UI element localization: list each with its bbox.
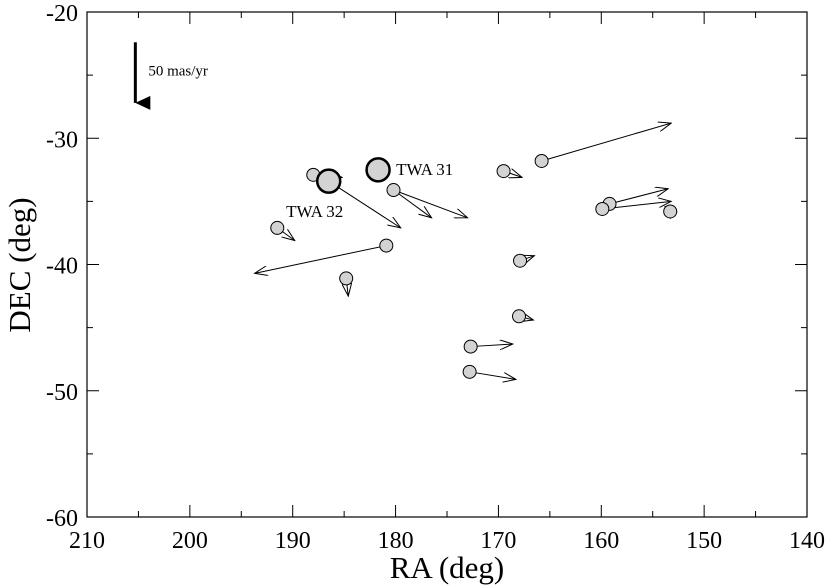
proper-motion-arrow: [469, 371, 516, 380]
star-marker: [270, 220, 285, 235]
star-marker: [386, 183, 401, 198]
x-axis-label: RA (deg): [390, 550, 505, 585]
star-marker: [663, 204, 678, 219]
star-marker: [534, 153, 549, 168]
x-tick-label: 190: [275, 528, 311, 554]
scale-bar-label: 50 mas/yr: [148, 63, 208, 79]
x-tick-label: 180: [378, 528, 414, 554]
star-marker: [512, 309, 526, 324]
proper-motion-arrow: [609, 189, 669, 205]
proper-motion-arrow: [393, 189, 432, 218]
y-tick-label: -20: [46, 1, 78, 27]
axis-ticks: [86, 11, 808, 518]
proper-motion-arrow: [393, 189, 468, 218]
proper-motion-vectors: [255, 123, 672, 379]
star-marker: [513, 253, 528, 268]
star-marker: [339, 271, 354, 286]
star-marker-large: [365, 157, 391, 183]
proper-motion-arrow: [328, 180, 401, 228]
axis-tick-labels: 210 200 190 180 170 160 150 140 -60 -50 -40 -30 -20: [46, 1, 825, 554]
star-marker: [496, 164, 511, 179]
star-marker-large: [315, 168, 342, 194]
scale-bar: 50 mas/yr: [133, 42, 208, 110]
star-marker: [462, 364, 477, 379]
proper-motion-arrow: [255, 245, 387, 274]
x-tick-label: 200: [172, 528, 208, 554]
y-axis-label: DEC (deg): [2, 197, 37, 332]
star-marker: [379, 238, 394, 253]
x-tick-label: 150: [686, 528, 722, 554]
proper-motion-arrow: [470, 344, 513, 347]
star-markers: [270, 153, 678, 379]
y-tick-label: -60: [46, 506, 78, 532]
star-label: TWA 32: [286, 202, 343, 221]
y-tick-label: -40: [46, 254, 78, 280]
star-marker: [595, 201, 610, 216]
x-tick-label: 170: [480, 528, 516, 554]
star-marker: [463, 339, 478, 354]
x-tick-label: 210: [69, 528, 105, 554]
star-label: TWA 31: [396, 160, 453, 179]
plot-frame: [86, 11, 808, 518]
proper-motion-arrow: [541, 123, 672, 162]
star-annotations: TWA 32 TWA 31: [286, 160, 453, 221]
x-tick-label: 140: [789, 528, 825, 554]
y-tick-label: -30: [46, 127, 78, 153]
y-tick-label: -50: [46, 380, 78, 406]
x-tick-label: 160: [583, 528, 619, 554]
